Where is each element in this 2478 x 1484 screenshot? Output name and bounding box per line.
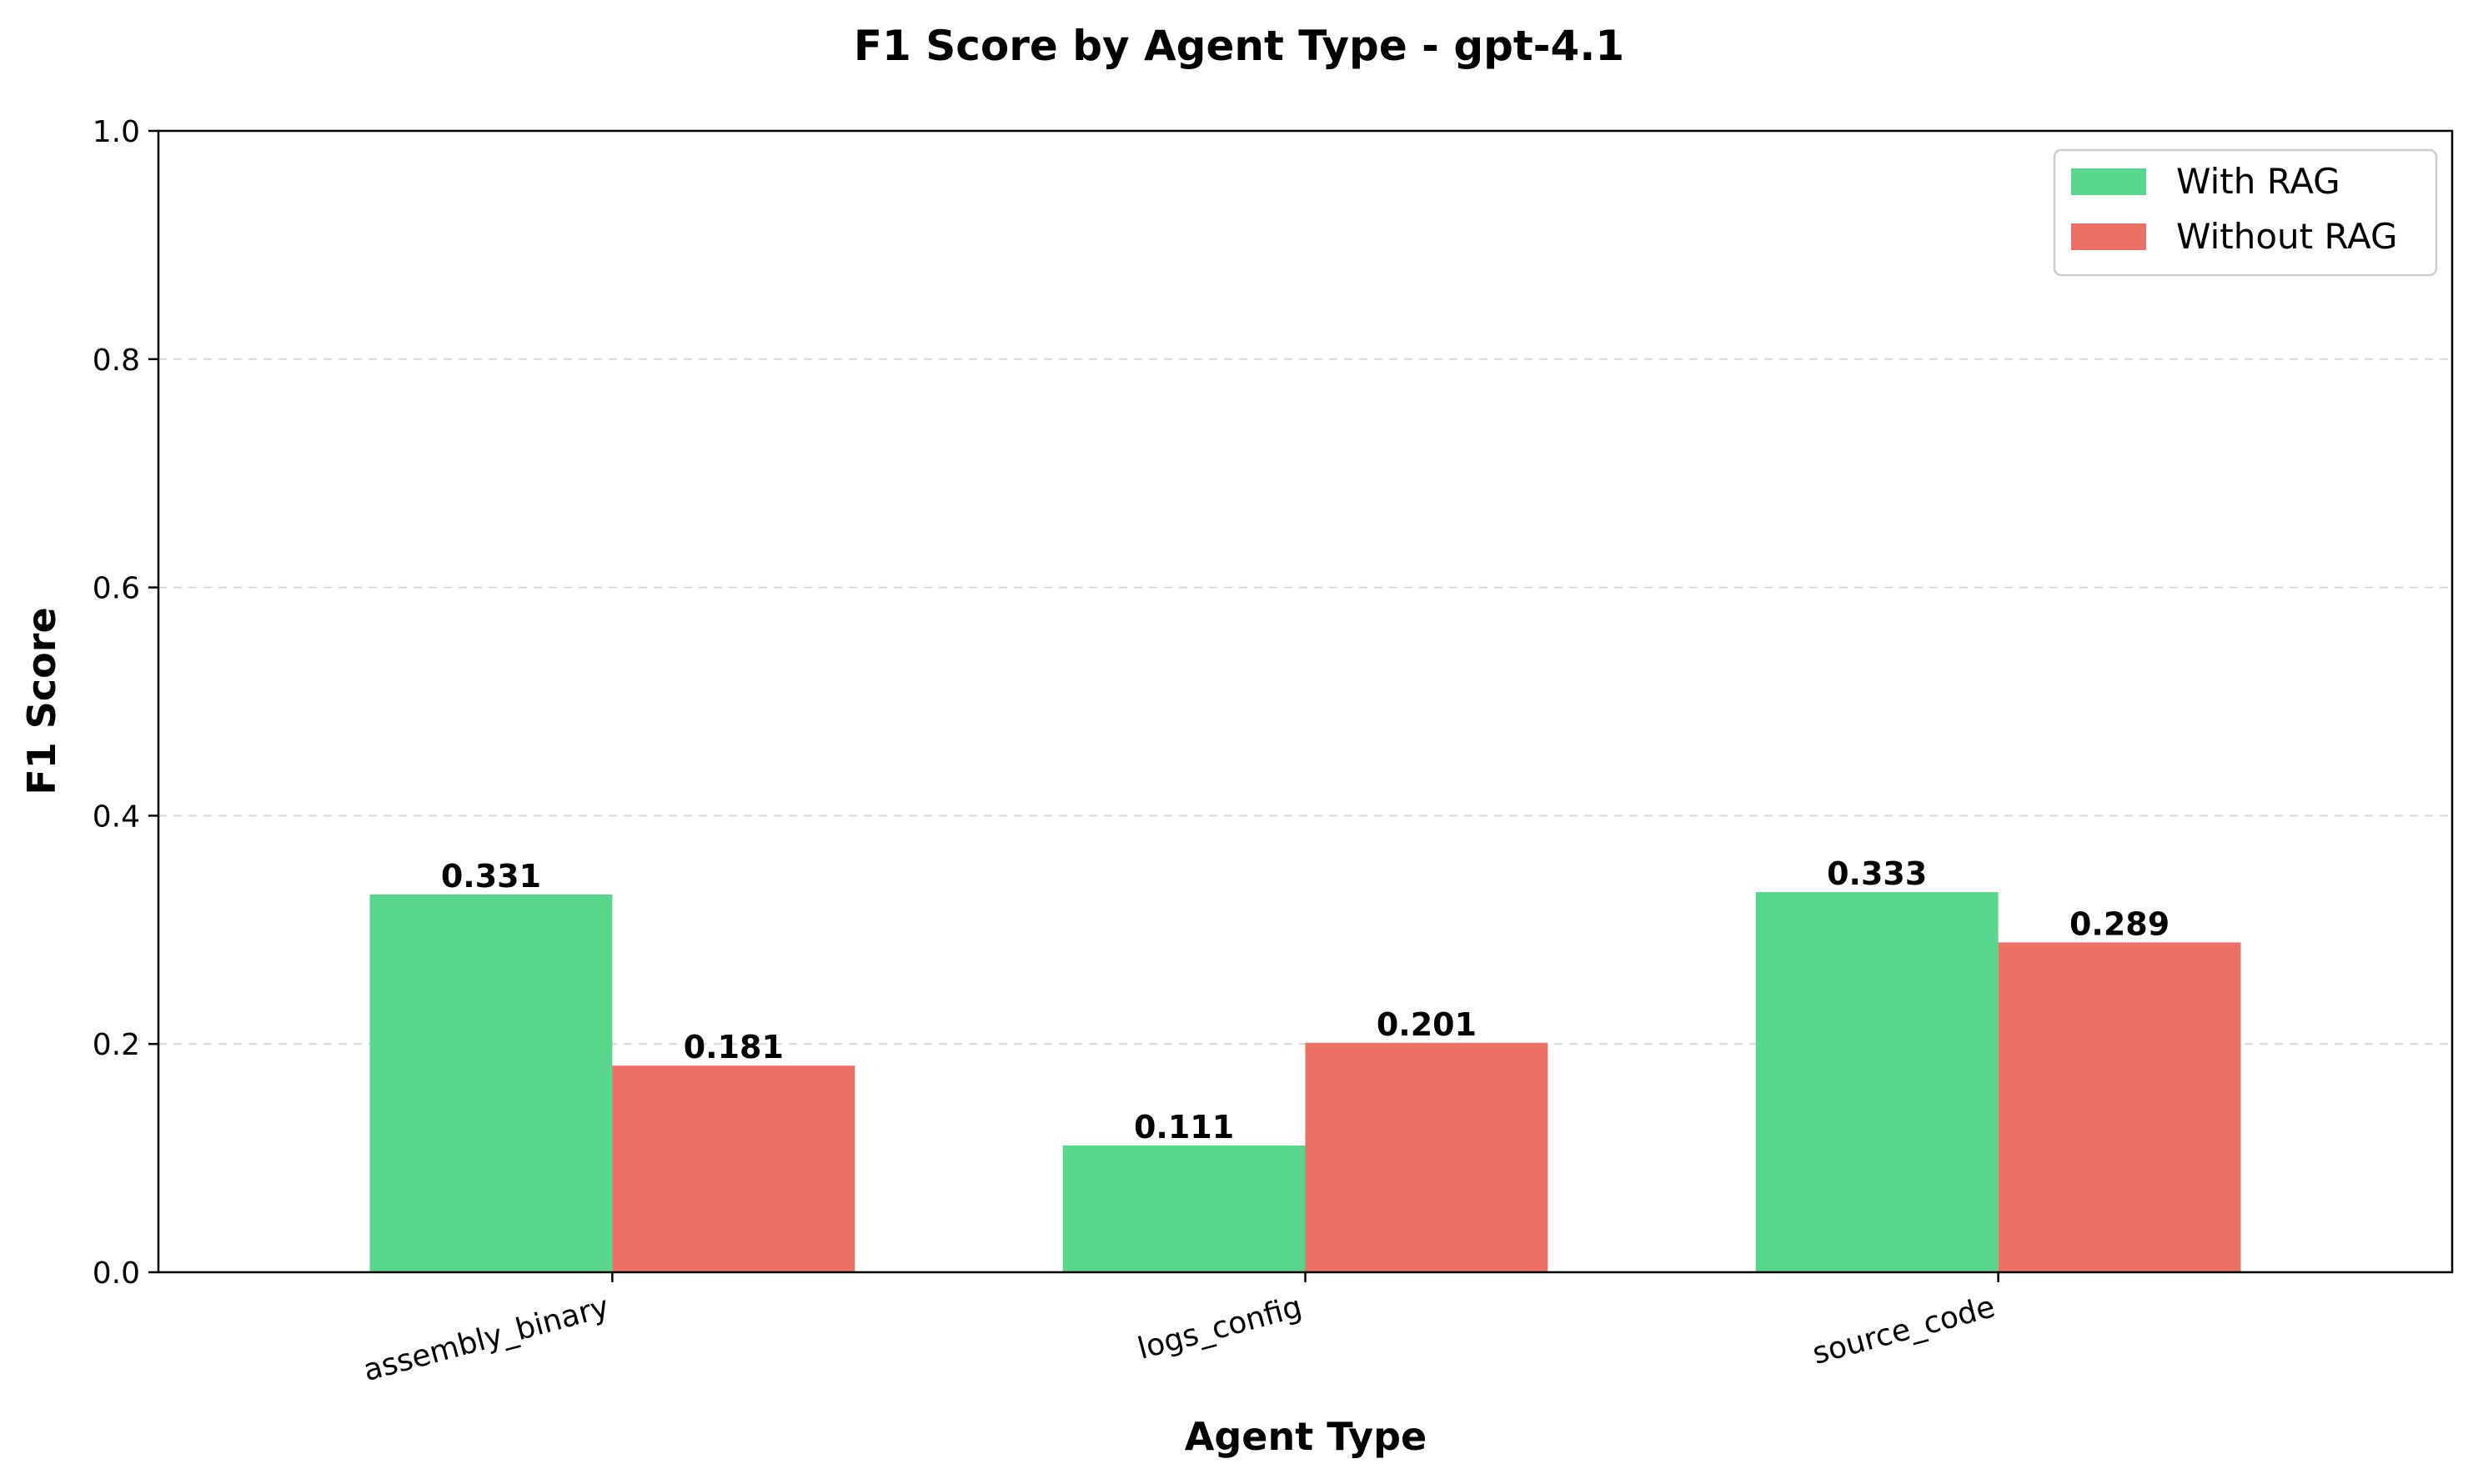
y-tick-label: 0.8 [93, 343, 140, 378]
bar-without-rag-source-code [1998, 942, 2241, 1272]
bar-without-rag-assembly-binary [612, 1065, 855, 1272]
y-axis-ticks: 0.0 0.2 0.4 0.6 0.8 1.0 [93, 115, 158, 1291]
bar-with-rag-source-code [1755, 892, 1999, 1272]
chart-title: F1 Score by Agent Type - gpt-4.1 [854, 22, 1624, 70]
legend-swatch-without-rag [2071, 223, 2146, 250]
bar-value-label: 0.333 [1827, 855, 1927, 892]
legend-box [2053, 148, 2438, 277]
bar-with-rag-logs-config [1062, 1146, 1306, 1272]
y-tick-label: 1.0 [93, 115, 140, 149]
x-tick-label: source_code [1809, 1290, 1999, 1371]
legend-label-without-rag: Without RAG [2176, 216, 2398, 257]
bar-value-label: 0.111 [1134, 1109, 1234, 1146]
bar-value-label: 0.289 [2069, 905, 2170, 942]
bar-value-label: 0.201 [1377, 1006, 1477, 1043]
legend-label-with-rag: With RAG [2176, 161, 2340, 202]
y-tick-label: 0.6 [93, 572, 140, 606]
x-axis-label: Agent Type [1185, 1414, 1427, 1459]
y-tick-label: 0.4 [93, 800, 140, 834]
y-axis-label: F1 Score [19, 607, 64, 795]
bar-value-label: 0.181 [684, 1029, 784, 1065]
y-tick-label: 0.0 [93, 1256, 140, 1291]
bar-value-label: 0.331 [441, 858, 541, 895]
bars [369, 892, 2241, 1272]
x-axis-ticks: assembly_binary logs_config source_code [360, 1272, 1999, 1388]
y-tick-label: 0.2 [93, 1028, 140, 1062]
bar-with-rag-assembly-binary [369, 894, 613, 1272]
x-tick-label: logs_config [1134, 1290, 1306, 1366]
data-labels: 0.331 0.111 0.333 0.181 0.201 0.289 [441, 855, 2170, 1146]
legend-swatch-with-rag [2071, 168, 2146, 195]
bar-without-rag-logs-config [1305, 1042, 1548, 1272]
x-tick-label: assembly_binary [360, 1290, 613, 1388]
legend: With RAG Without RAG [2053, 148, 2438, 277]
